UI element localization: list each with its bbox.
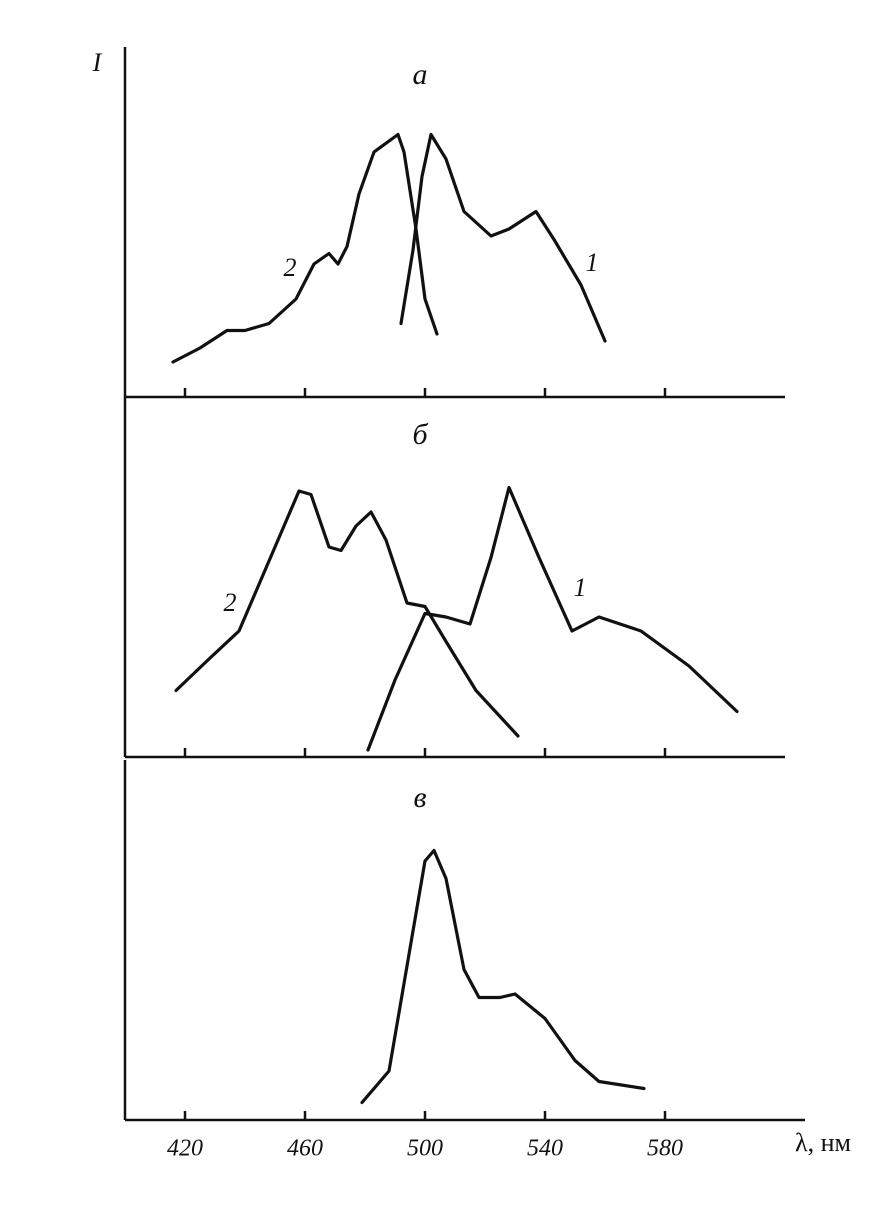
series-label: 1 bbox=[586, 248, 599, 277]
data-line bbox=[366, 485, 739, 752]
data-line bbox=[171, 132, 439, 364]
data-line bbox=[399, 132, 607, 343]
x-tick-label: 460 bbox=[287, 1136, 323, 1162]
data-line bbox=[360, 848, 646, 1105]
x-tick-label: 420 bbox=[167, 1136, 203, 1162]
panel-title: в bbox=[413, 781, 426, 814]
panel-title: б bbox=[412, 418, 428, 451]
series-label: 2 bbox=[224, 588, 237, 617]
series-label: 2 bbox=[284, 253, 297, 282]
series-label: 1 bbox=[574, 573, 587, 602]
x-tick-label: 540 bbox=[527, 1136, 563, 1162]
y-axis-label: I bbox=[92, 48, 103, 77]
x-tick-label: 500 bbox=[407, 1136, 443, 1162]
x-tick-label: 580 bbox=[647, 1136, 683, 1162]
x-axis-label: λ, нм bbox=[795, 1128, 851, 1157]
data-line bbox=[174, 489, 520, 738]
panel-title: а bbox=[413, 58, 428, 91]
